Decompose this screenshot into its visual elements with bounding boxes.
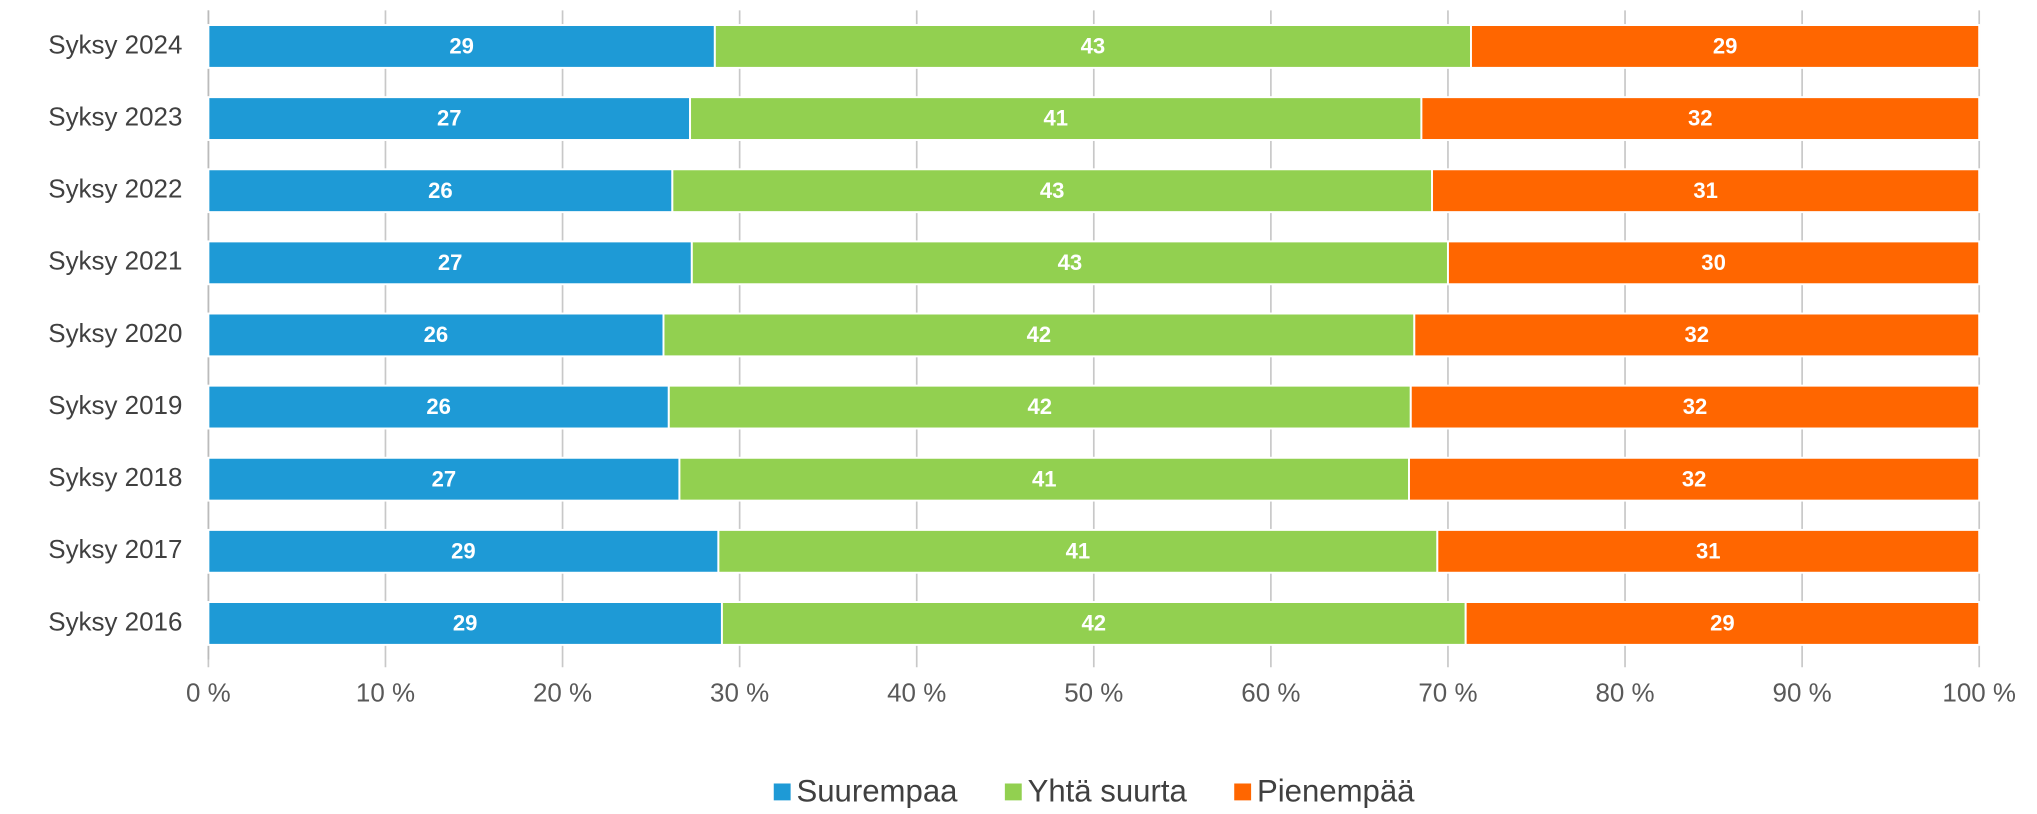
bar-segment: [1464, 601, 1981, 646]
y-tick-label: Syksy 2016: [48, 606, 182, 636]
value-label: 29: [1710, 611, 1735, 636]
legend-swatch: [1003, 782, 1024, 802]
bar-segment: [1409, 384, 1981, 430]
value-label: 41: [1066, 538, 1091, 563]
value-label: 29: [449, 34, 474, 59]
value-label: 29: [1713, 34, 1738, 59]
value-label: 26: [424, 322, 449, 347]
bar-segment: [720, 601, 1467, 646]
y-tick-label: Syksy 2021: [48, 246, 182, 276]
value-label: 42: [1028, 394, 1053, 419]
bar-segment: [207, 24, 716, 69]
value-label: 32: [1682, 466, 1707, 491]
y-tick-label: Syksy 2017: [48, 534, 182, 564]
value-label: 42: [1082, 611, 1107, 636]
value-label: 29: [451, 538, 476, 563]
bar-segment: [207, 384, 670, 430]
legend-item: Yhtä suurta: [1003, 773, 1188, 808]
value-label: 32: [1684, 322, 1709, 347]
x-tick-label: 50 %: [1064, 677, 1123, 707]
legend-label: Yhtä suurta: [1028, 773, 1188, 808]
value-label: 32: [1683, 394, 1708, 419]
x-tick-label: 10 %: [356, 677, 415, 707]
y-tick-label: Syksy 2024: [48, 29, 182, 59]
legend-swatch: [1232, 782, 1253, 802]
value-label: 27: [432, 466, 457, 491]
bar-segment: [690, 240, 1449, 286]
x-tick-label: 70 %: [1418, 677, 1477, 707]
bar-segment: [207, 528, 720, 574]
value-label: 41: [1043, 106, 1068, 131]
x-tick-label: 40 %: [887, 677, 946, 707]
value-label: 31: [1693, 178, 1718, 203]
legend-item: Pienempää: [1232, 773, 1415, 808]
value-label: 27: [437, 106, 462, 131]
bar-segment: [1413, 312, 1981, 358]
legend-label: Suurempaa: [796, 773, 958, 808]
y-tick-label: Syksy 2018: [48, 462, 182, 492]
value-label: 43: [1058, 250, 1083, 275]
value-label: 43: [1040, 178, 1065, 203]
value-label: 32: [1688, 106, 1713, 131]
x-tick-label: 0 %: [186, 677, 231, 707]
y-tick-label: Syksy 2019: [48, 390, 182, 420]
bar-segment: [207, 96, 692, 141]
bar-segment: [1470, 24, 1981, 69]
bar-segment: [207, 168, 674, 214]
value-label: 43: [1081, 34, 1106, 59]
value-label: 30: [1701, 250, 1726, 275]
bar-segment: [207, 312, 665, 358]
y-tick-label: Syksy 2020: [48, 318, 182, 348]
x-tick-label: 80 %: [1595, 677, 1654, 707]
legend-label: Pienempää: [1257, 773, 1415, 808]
bar-segment: [713, 24, 1472, 69]
value-label: 27: [438, 250, 463, 275]
bar-segment: [1420, 96, 1981, 141]
bar-segment: [1408, 456, 1981, 502]
bar-segment: [662, 312, 1416, 358]
value-label: 26: [428, 178, 453, 203]
value-label: 42: [1027, 322, 1052, 347]
x-tick-label: 30 %: [710, 677, 769, 707]
value-label: 26: [426, 394, 451, 419]
x-tick-label: 20 %: [533, 677, 592, 707]
bar-segment: [678, 456, 1410, 502]
bar-segment: [207, 240, 693, 286]
legend-item: Suurempaa: [772, 773, 958, 808]
x-tick-label: 60 %: [1241, 677, 1300, 707]
value-label: 31: [1696, 538, 1721, 563]
bar-segment: [1446, 240, 1981, 286]
bar-segment: [1436, 528, 1981, 574]
bar-segment: [1431, 168, 1981, 214]
x-tick-label: 100 %: [1942, 677, 2016, 707]
y-tick-label: Syksy 2023: [48, 101, 182, 131]
value-label: 41: [1032, 466, 1057, 491]
y-tick-label: Syksy 2022: [48, 174, 182, 204]
bar-segment: [667, 384, 1412, 430]
legend-swatch: [772, 782, 792, 802]
value-label: 29: [453, 611, 478, 636]
bar-segment: [689, 96, 1423, 141]
x-tick-label: 90 %: [1773, 677, 1832, 707]
